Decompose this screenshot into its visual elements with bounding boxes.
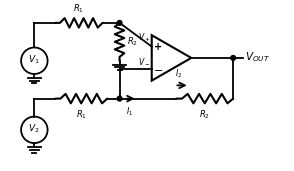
Circle shape: [231, 56, 235, 60]
Text: $R_1$: $R_1$: [76, 108, 87, 121]
Text: $V_2$: $V_2$: [28, 123, 39, 135]
Text: $V_+$: $V_+$: [138, 31, 150, 44]
Text: $R_2$: $R_2$: [199, 108, 210, 121]
Circle shape: [117, 96, 122, 101]
Text: +: +: [154, 42, 162, 51]
Text: $-$: $-$: [153, 64, 163, 74]
Text: $I_2$: $I_2$: [176, 67, 183, 80]
Text: $R_1$: $R_1$: [74, 3, 84, 15]
Text: $I_1$: $I_1$: [126, 105, 133, 118]
Text: $V_{OUT}$: $V_{OUT}$: [245, 50, 270, 64]
Text: $R_2$: $R_2$: [127, 36, 138, 48]
Text: $V_1$: $V_1$: [28, 54, 39, 66]
Text: $V_-$: $V_-$: [138, 56, 150, 66]
Circle shape: [117, 21, 122, 25]
